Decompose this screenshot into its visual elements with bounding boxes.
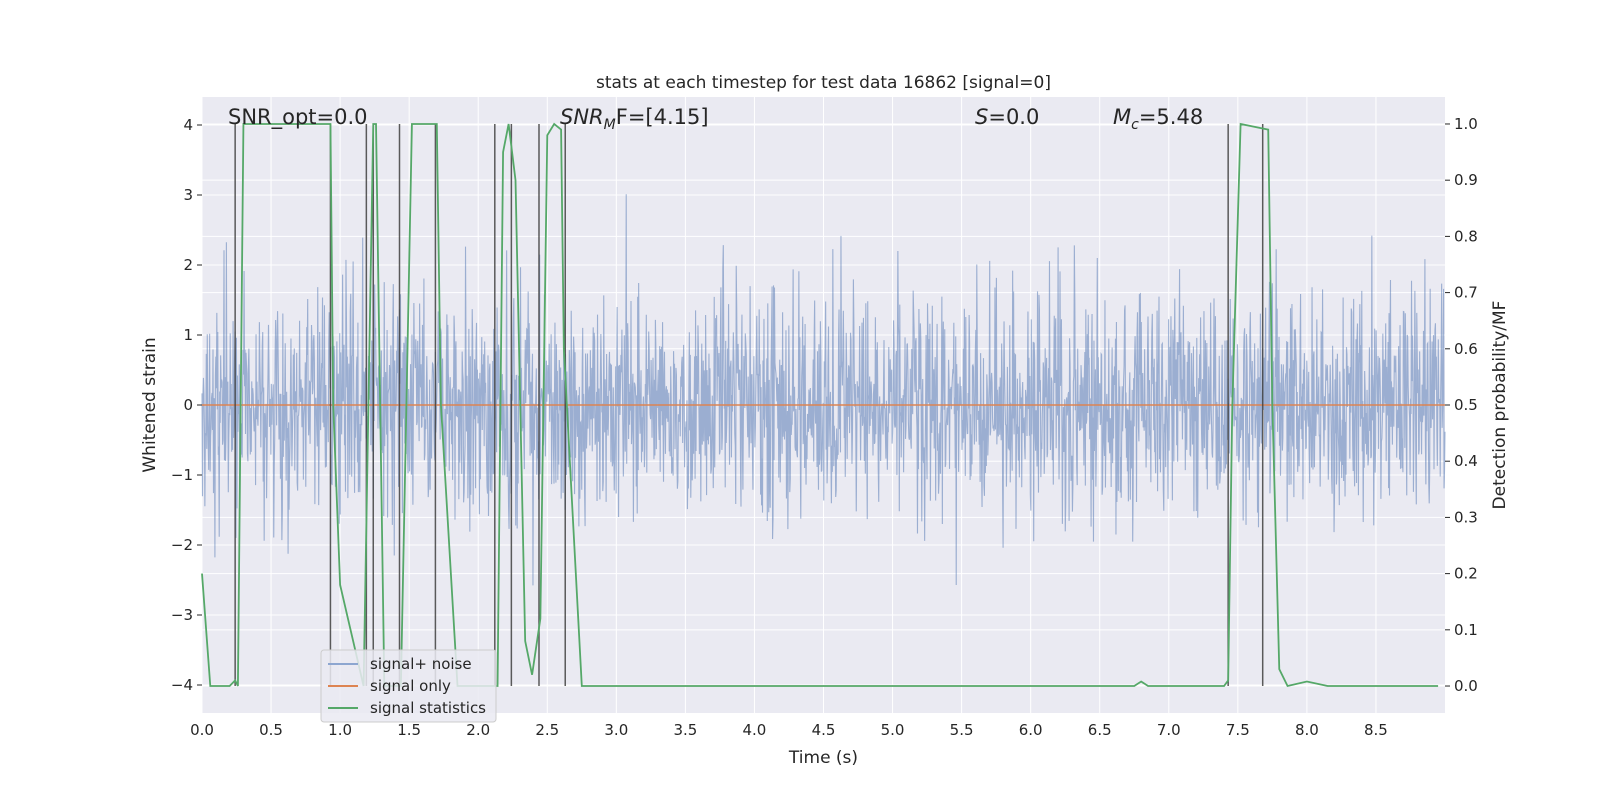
annotation-s: S=0.0 xyxy=(975,105,1039,129)
annotation-snr-mf-value: F=[4.15] xyxy=(616,105,709,129)
y-right-tick-label: 1.0 xyxy=(1454,115,1478,133)
y-left-tick-label: 2 xyxy=(183,256,193,274)
y-left-tick-label: −3 xyxy=(171,606,193,624)
annotation-snr-opt: SNR_opt=0.0 xyxy=(228,105,368,130)
y-left-tick-label: 1 xyxy=(183,326,193,344)
x-tick-label: 0.5 xyxy=(259,721,283,739)
y-left-tick-label: 4 xyxy=(183,116,193,134)
x-tick-label: 1.0 xyxy=(328,721,352,739)
y-right-tick-label: 0.5 xyxy=(1454,396,1478,414)
annotation-snr-mf-subscript: M xyxy=(604,117,616,133)
annotation-snr-mf-main: SNR xyxy=(560,105,604,129)
legend-label-signal-noise: signal+ noise xyxy=(370,655,472,673)
y-left-tick-label: −2 xyxy=(171,536,193,554)
x-tick-label: 4.5 xyxy=(812,721,836,739)
x-tick-label: 5.5 xyxy=(950,721,974,739)
x-tick-label: 3.5 xyxy=(673,721,697,739)
detection-vertical-lines xyxy=(234,123,1264,687)
x-tick-label: 7.5 xyxy=(1226,721,1250,739)
annotation-mc-value: =5.48 xyxy=(1139,105,1203,129)
annotation-snr-mf: SNRMF=[4.15] xyxy=(560,105,709,133)
y-right-tick-label: 0.6 xyxy=(1454,340,1478,358)
right-y-axis-label: Detection probability/MF xyxy=(1490,301,1510,510)
y-right-tick-label: 0.4 xyxy=(1454,452,1478,470)
left-y-axis-ticks: −4 −3 −2 −1 0 1 2 3 4 xyxy=(171,116,202,694)
y-right-tick-label: 0.3 xyxy=(1454,508,1478,526)
y-right-tick-label: 0.9 xyxy=(1454,171,1478,189)
annotation-s-value: =0.0 xyxy=(988,105,1039,129)
y-right-tick-label: 0.1 xyxy=(1454,621,1478,639)
y-right-tick-label: 0.8 xyxy=(1454,227,1478,245)
annotation-s-main: S xyxy=(975,105,988,129)
x-tick-label: 4.0 xyxy=(743,721,767,739)
x-tick-label: 6.0 xyxy=(1019,721,1043,739)
x-tick-label: 3.0 xyxy=(604,721,628,739)
annotation-mc-main: M xyxy=(1113,105,1131,129)
y-left-tick-label: 3 xyxy=(183,186,193,204)
series-signal-noise xyxy=(201,194,1446,586)
legend: signal+ noise signal only signal statist… xyxy=(320,649,497,723)
x-tick-label: 0.0 xyxy=(190,721,214,739)
y-right-tick-label: 0.7 xyxy=(1454,284,1478,302)
signal-noise-line xyxy=(201,194,1446,586)
chart-title: stats at each timestep for test data 168… xyxy=(596,73,1051,93)
x-axis-label: Time (s) xyxy=(788,748,858,768)
left-y-axis-label: Whitened strain xyxy=(140,337,160,472)
legend-box xyxy=(320,649,497,723)
legend-label-signal-only: signal only xyxy=(370,677,451,695)
x-tick-label: 5.0 xyxy=(881,721,905,739)
y-right-tick-label: 0.0 xyxy=(1454,677,1478,695)
annotation-mc-subscript: c xyxy=(1131,117,1139,133)
x-tick-label: 8.5 xyxy=(1364,721,1388,739)
x-tick-label: 7.0 xyxy=(1157,721,1181,739)
x-axis-ticks: 0.0 0.5 1.0 1.5 2.0 2.5 3.0 3.5 4.0 4.5 5.0 5.5 6.0 6… xyxy=(190,721,1388,739)
x-tick-label: 2.5 xyxy=(535,721,559,739)
signal-statistics-line xyxy=(201,122,1439,688)
y-left-tick-label: −4 xyxy=(171,676,193,694)
x-tick-label: 2.0 xyxy=(466,721,490,739)
y-right-tick-label: 0.2 xyxy=(1454,565,1478,583)
x-tick-label: 6.5 xyxy=(1088,721,1112,739)
right-y-axis-ticks: 0.0 0.1 0.2 0.3 0.4 0.5 0.6 0.7 0.8 0.9 1.0 xyxy=(1445,115,1478,695)
x-tick-label: 8.0 xyxy=(1295,721,1319,739)
x-tick-label: 1.5 xyxy=(397,721,421,739)
y-left-tick-label: 0 xyxy=(183,396,193,414)
annotation-mc: Mc=5.48 xyxy=(1113,105,1203,133)
series-signal-statistics xyxy=(201,122,1439,688)
y-left-tick-label: −1 xyxy=(171,466,193,484)
legend-label-signal-statistics: signal statistics xyxy=(370,699,486,717)
